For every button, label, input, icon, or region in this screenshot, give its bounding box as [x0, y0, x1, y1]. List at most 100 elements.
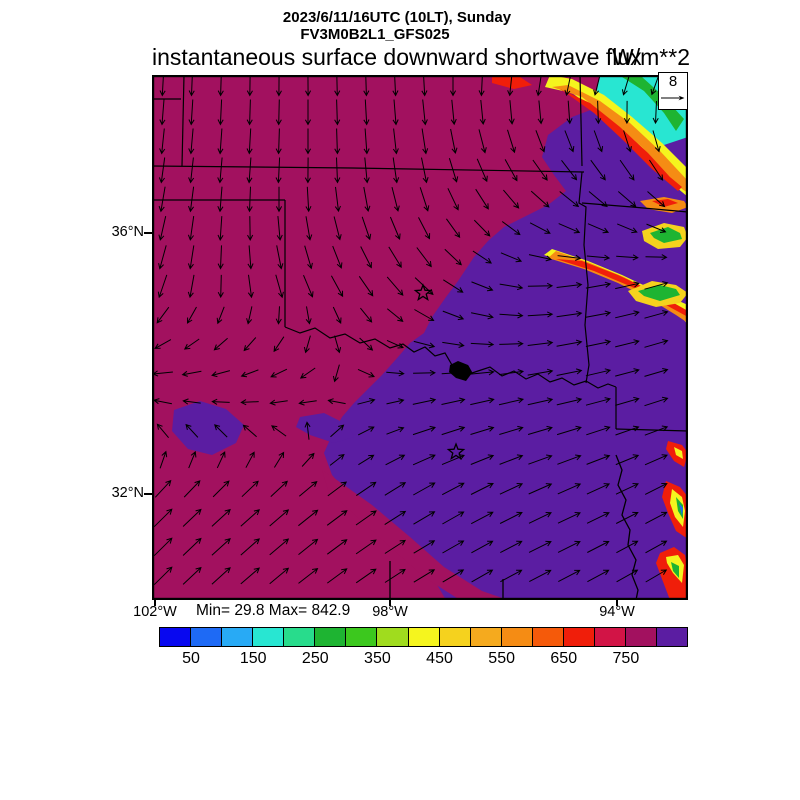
wind-arrow — [240, 369, 259, 378]
wind-arrow — [275, 99, 282, 126]
wind-arrow — [384, 510, 407, 526]
wind-arrow — [644, 281, 669, 290]
wind-arrow — [334, 75, 341, 97]
wind-arrow — [303, 335, 311, 354]
wind-arrow — [388, 246, 402, 269]
wind-arrow — [535, 130, 546, 153]
state-border-line — [181, 75, 185, 167]
wind-arrow — [441, 397, 466, 405]
wind-arrow — [585, 281, 612, 289]
wind-arrow — [386, 370, 405, 377]
colorbar-tick-label: 550 — [488, 650, 515, 667]
wind-arrow — [585, 368, 612, 377]
wind-arrow — [528, 483, 553, 495]
colorbar-tick-label: 450 — [426, 650, 453, 667]
wind-arrow — [527, 397, 554, 406]
header-datetime: 2023/6/11/16UTC (10LT), Sunday — [282, 9, 512, 26]
colorbar-segment — [345, 627, 378, 647]
river-line — [615, 454, 639, 600]
wind-arrow — [585, 339, 612, 347]
wind-arrow — [246, 75, 253, 97]
wind-arrow — [412, 454, 436, 466]
wind-arrow — [470, 454, 495, 465]
wind-arrow — [329, 453, 345, 466]
wind-arrow — [304, 128, 312, 155]
wind-reference-value: 8 — [668, 73, 678, 90]
wind-arrow — [211, 508, 231, 527]
wind-arrow — [470, 397, 495, 406]
wind-arrow — [442, 540, 465, 554]
wind-arrow — [156, 306, 170, 324]
wind-arrow — [476, 158, 488, 183]
colorbar-tick-label: 750 — [612, 650, 640, 667]
wind-arrow — [384, 568, 406, 583]
wind-arrow — [499, 483, 524, 495]
wind-arrow — [276, 216, 283, 241]
wind-arrow — [358, 276, 374, 297]
wind-arrow — [499, 425, 524, 435]
wind-arrow — [213, 337, 228, 351]
wind-arrow — [181, 370, 202, 377]
wind-arrow — [241, 480, 259, 498]
wind-arrow — [500, 252, 523, 263]
wind-arrow — [334, 335, 342, 354]
wind-arrow — [616, 569, 639, 583]
wind-arrow — [355, 568, 377, 584]
wind-arrow — [327, 539, 348, 555]
wind-arrow — [392, 157, 400, 184]
wind-arrow — [211, 370, 231, 378]
state-border-line — [581, 202, 688, 213]
wind-arrow — [557, 483, 582, 495]
wind-arrow — [182, 566, 202, 585]
wind-arrow — [156, 423, 169, 439]
wind-arrow — [616, 540, 639, 554]
wind-arrow — [587, 223, 610, 234]
wind-arrow — [269, 399, 288, 406]
state-border-line — [579, 75, 583, 167]
wind-arrow — [471, 281, 494, 292]
colorbar-segment — [593, 627, 626, 647]
wind-arrow — [269, 567, 290, 585]
colorbar-segment — [283, 627, 316, 647]
wind-arrow — [652, 100, 659, 125]
wind-arrow — [304, 421, 311, 440]
wind-arrow — [188, 99, 195, 126]
wind-arrow — [644, 454, 668, 466]
flux-region-crimson-streak-south — [322, 470, 508, 600]
wind-arrow — [187, 245, 195, 270]
wind-arrow — [356, 481, 377, 497]
wind-arrow — [587, 569, 610, 583]
colorbar-segment — [376, 627, 409, 647]
wind-arrow — [527, 340, 554, 347]
wind-arrow — [298, 538, 319, 555]
wind-arrow — [217, 216, 224, 241]
wind-arrow — [246, 99, 253, 126]
wind-arrow — [188, 157, 195, 184]
colorbar-segment — [500, 627, 533, 647]
wind-arrow — [158, 245, 167, 270]
wind-arrow — [246, 186, 253, 213]
wind-arrow — [240, 509, 260, 527]
wind-arrow — [532, 159, 548, 181]
wind-arrow — [615, 396, 640, 406]
wind-arrow — [615, 425, 640, 436]
wind-arrow — [357, 426, 375, 436]
wind-arrow — [652, 130, 661, 153]
wind-arrow — [334, 99, 341, 126]
wind-arrow — [507, 75, 514, 97]
wind-arrow — [240, 399, 259, 406]
wind-arrow — [188, 128, 195, 155]
wind-arrow — [470, 341, 495, 348]
wind-arrow — [391, 186, 400, 212]
wind-arrow — [386, 426, 405, 435]
colorbar-segment — [469, 627, 502, 647]
lat-tick-label: 32°N — [111, 485, 144, 501]
wind-arrow — [590, 159, 606, 181]
wind-arrow — [386, 398, 405, 405]
wind-arrow — [363, 99, 370, 126]
colorbar-tick-label: 350 — [364, 650, 391, 667]
wind-arrow — [247, 274, 254, 299]
wind-arrow — [330, 275, 344, 298]
wind-arrow — [360, 246, 372, 269]
wind-arrow — [361, 216, 372, 241]
